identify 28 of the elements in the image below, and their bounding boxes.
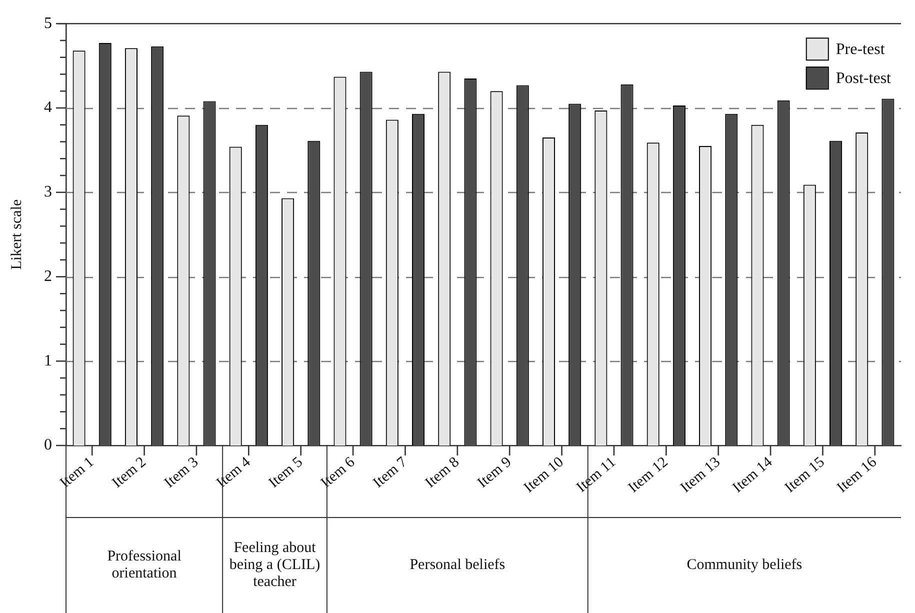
x-tick-label: Item 8 bbox=[422, 454, 463, 492]
y-tick-label: 5 bbox=[44, 14, 52, 32]
y-axis-title: Likert scale bbox=[8, 199, 25, 270]
text: Professional orientation bbox=[107, 548, 182, 582]
x-tick-label: Item 3 bbox=[162, 454, 202, 492]
x-tick-label: Item 5 bbox=[266, 454, 306, 492]
y-tick-label: 0 bbox=[44, 436, 52, 454]
x-tick-label: Item 7 bbox=[370, 454, 411, 492]
x-tick-label: Item 11 bbox=[574, 454, 620, 496]
y-tick-label: 4 bbox=[44, 99, 52, 116]
x-tick-label: Item 15 bbox=[782, 454, 828, 496]
x-tick-label: Item 16 bbox=[834, 454, 880, 496]
y-tick-label: 2 bbox=[44, 268, 52, 285]
x-tick-label: Item 6 bbox=[318, 454, 359, 492]
x-tick-label: Item 13 bbox=[678, 454, 724, 496]
text: Feeling about being a (CLIL) teacher bbox=[229, 540, 320, 590]
x-tick-label: Item 9 bbox=[474, 454, 515, 492]
text: Personal beliefs bbox=[410, 557, 506, 574]
text: Community beliefs bbox=[686, 557, 802, 574]
x-tick-label: Item 4 bbox=[214, 454, 254, 492]
x-tick-label: Item 2 bbox=[109, 454, 150, 492]
x-tick-label: Item 14 bbox=[730, 454, 776, 496]
legend-label: Pre-test bbox=[836, 40, 886, 58]
y-tick-label: 3 bbox=[44, 184, 52, 201]
x-tick-label: Item 10 bbox=[521, 454, 567, 496]
x-tick-label: Item 12 bbox=[626, 454, 672, 496]
y-tick-label: 1 bbox=[44, 352, 52, 370]
legend-label: Post-test bbox=[836, 70, 892, 87]
